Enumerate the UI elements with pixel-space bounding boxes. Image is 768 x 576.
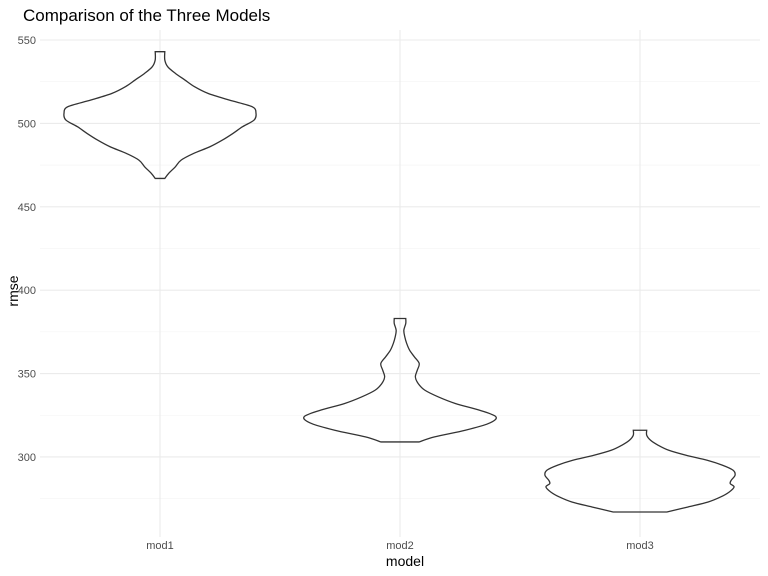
x-tick-label-mod1: mod1 bbox=[146, 540, 174, 552]
y-tick-label: 300 bbox=[18, 452, 36, 464]
grid bbox=[40, 30, 760, 537]
x-axis-ticks: mod1 mod2 mod3 bbox=[146, 540, 654, 552]
y-tick-label: 450 bbox=[18, 202, 36, 214]
x-axis-title: model bbox=[386, 553, 424, 569]
y-tick-label: 400 bbox=[18, 285, 36, 297]
y-axis-title: rmse bbox=[5, 275, 21, 306]
x-tick-label-mod3: mod3 bbox=[626, 540, 654, 552]
y-tick-label: 550 bbox=[18, 35, 36, 47]
y-axis-ticks: 300 350 400 450 500 550 bbox=[18, 35, 36, 464]
violin-mod2 bbox=[303, 317, 497, 443]
violin-mod1 bbox=[63, 51, 257, 180]
violin-mod3 bbox=[544, 429, 736, 513]
y-tick-label: 500 bbox=[18, 118, 36, 130]
chart-title: Comparison of the Three Models bbox=[23, 6, 270, 25]
y-tick-label: 350 bbox=[18, 369, 36, 381]
violins bbox=[63, 51, 736, 513]
x-tick-label-mod2: mod2 bbox=[386, 540, 414, 552]
